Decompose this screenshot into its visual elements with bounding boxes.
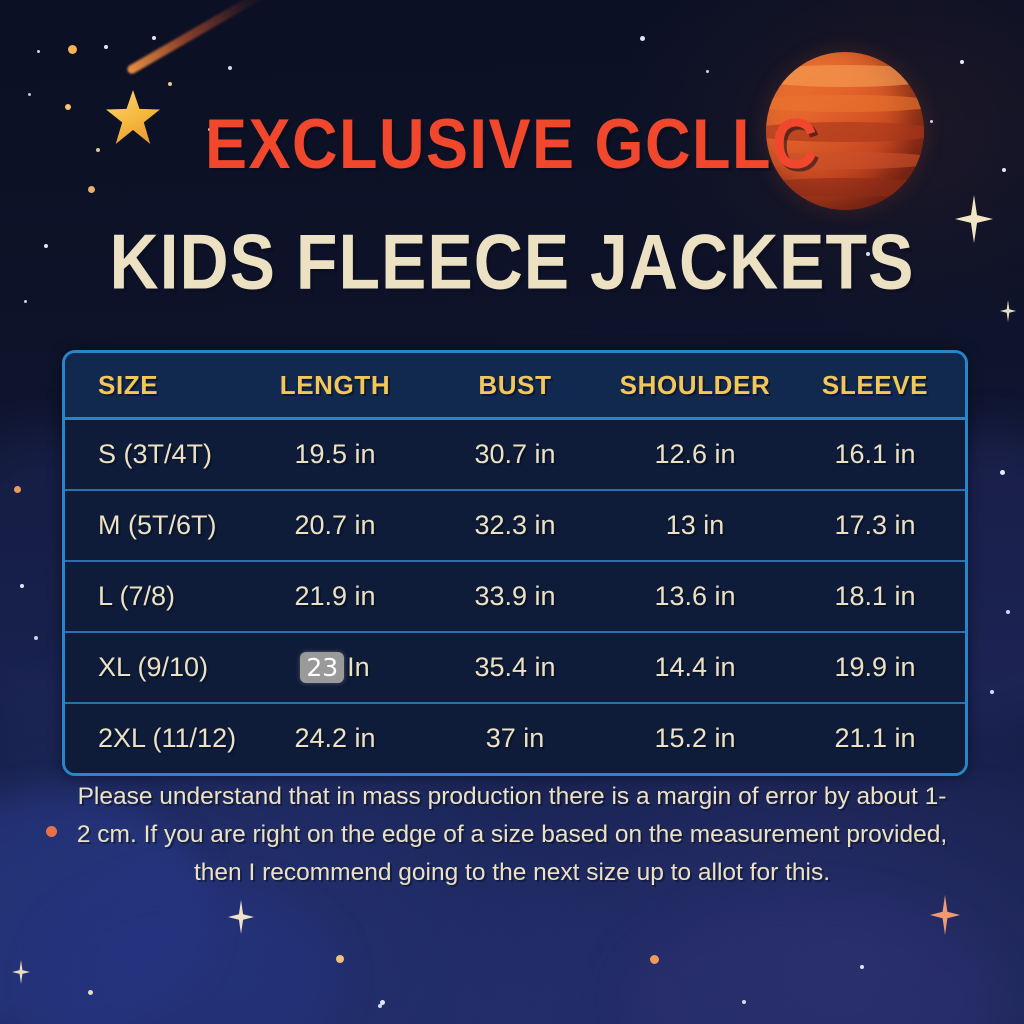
cell-bust: 37 in bbox=[425, 702, 605, 773]
planet-band bbox=[766, 64, 924, 87]
star-dot bbox=[28, 93, 31, 96]
cell-size: S (3T/4T) bbox=[98, 439, 213, 469]
cell-length: 24.2 in bbox=[245, 702, 425, 773]
size-chart-table: SIZE LENGTH BUST SHOULDER SLEEVE S (3T/4… bbox=[62, 350, 968, 776]
cell-sleeve: 18.1 in bbox=[785, 560, 965, 632]
cell-sleeve: 17.3 in bbox=[785, 489, 965, 561]
column-header-bust: BUST bbox=[425, 353, 605, 420]
star-dot bbox=[37, 50, 40, 53]
length-unit-label: In bbox=[347, 652, 370, 682]
star-dot bbox=[640, 36, 645, 41]
cell-length: 20.7 in bbox=[245, 489, 425, 561]
star-dot bbox=[68, 45, 77, 54]
cell-sleeve: 21.1 in bbox=[785, 702, 965, 773]
cell-sleeve: 16.1 in bbox=[834, 439, 916, 469]
cell-shoulder: 15.2 in bbox=[605, 702, 785, 773]
cell-length-edited[interactable]: 23 In bbox=[245, 631, 425, 703]
planet-band bbox=[766, 178, 924, 198]
sparkle-star-icon bbox=[12, 960, 30, 984]
column-header-size: SIZE bbox=[65, 353, 245, 420]
sparkle-star-icon bbox=[228, 900, 254, 934]
column-header-sleeve: SLEEVE bbox=[785, 353, 965, 420]
table-row: S (3T/4T) 19.5 in 30.7 in 12.6 in 16.1 i… bbox=[65, 418, 965, 490]
cell-size: M (5T/6T) bbox=[65, 489, 245, 561]
star-dot bbox=[1006, 610, 1010, 614]
star-dot bbox=[960, 60, 964, 64]
nebula-cloud bbox=[620, 900, 1000, 1024]
comet-tail bbox=[125, 0, 269, 76]
planet-band bbox=[766, 94, 924, 113]
star-dot bbox=[860, 965, 864, 969]
table-row: XL (9/10) 23 In 35.4 in 14.4 in 19.9 in bbox=[65, 631, 965, 703]
star-dot bbox=[650, 955, 659, 964]
length-value-highlight[interactable]: 23 bbox=[300, 652, 345, 683]
star-dot bbox=[990, 690, 994, 694]
cell-bust: 30.7 in bbox=[474, 439, 556, 469]
cell-size: L (7/8) bbox=[65, 560, 245, 632]
table-row: M (5T/6T) 20.7 in 32.3 in 13 in 17.3 in bbox=[65, 489, 965, 561]
table-header-row: SIZE LENGTH BUST SHOULDER SLEEVE bbox=[65, 353, 965, 420]
star-dot bbox=[88, 990, 93, 995]
sparkle-star-icon bbox=[930, 895, 960, 935]
star-dot bbox=[1000, 470, 1005, 475]
planet-band bbox=[766, 151, 924, 169]
cell-bust: 33.9 in bbox=[425, 560, 605, 632]
star-dot bbox=[378, 1004, 382, 1008]
star-dot bbox=[34, 636, 38, 640]
star-dot bbox=[46, 826, 57, 837]
star-dot bbox=[20, 584, 24, 588]
cell-size: XL (9/10) bbox=[65, 631, 245, 703]
column-header-length: LENGTH bbox=[245, 353, 425, 420]
striped-planet-icon bbox=[766, 52, 924, 210]
cell-shoulder: 14.4 in bbox=[605, 631, 785, 703]
disclaimer-note: Please understand that in mass productio… bbox=[76, 783, 948, 886]
page-title-primary: EXCLUSIVE GCLLC bbox=[204, 105, 820, 184]
table-row: L (7/8) 21.9 in 33.9 in 13.6 in 18.1 in bbox=[65, 560, 965, 632]
table-row: 2XL (11/12) 24.2 in 37 in 15.2 in 21.1 i… bbox=[65, 702, 965, 773]
star-dot bbox=[152, 36, 156, 40]
star-dot bbox=[88, 186, 95, 193]
star-dot bbox=[380, 1000, 385, 1005]
nebula-cloud bbox=[40, 880, 340, 1024]
star-dot bbox=[336, 955, 344, 963]
cell-length: 21.9 in bbox=[245, 560, 425, 632]
cell-size: 2XL (11/12) bbox=[65, 702, 245, 773]
cell-sleeve: 19.9 in bbox=[785, 631, 965, 703]
cell-bust: 32.3 in bbox=[425, 489, 605, 561]
planet-band bbox=[766, 121, 924, 143]
cell-length: 19.5 in bbox=[294, 439, 376, 469]
column-header-shoulder: SHOULDER bbox=[605, 353, 785, 420]
page-title-secondary: KIDS FLEECE JACKETS bbox=[109, 219, 915, 306]
cell-shoulder: 12.6 in bbox=[654, 439, 736, 469]
cell-bust: 35.4 in bbox=[425, 631, 605, 703]
star-dot bbox=[706, 70, 709, 73]
shooting-star-icon bbox=[100, 0, 269, 160]
star-dot bbox=[742, 1000, 746, 1004]
cell-shoulder: 13.6 in bbox=[605, 560, 785, 632]
cell-shoulder: 13 in bbox=[605, 489, 785, 561]
star-dot bbox=[14, 486, 21, 493]
